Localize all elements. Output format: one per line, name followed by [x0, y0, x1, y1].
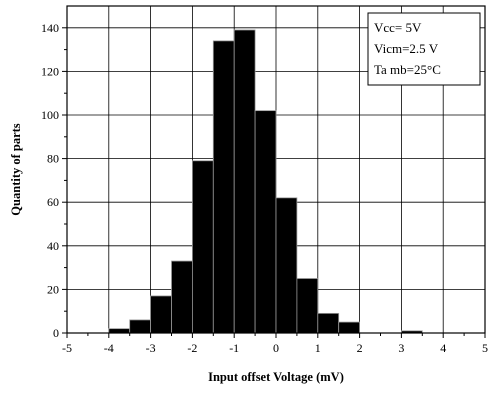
histogram-bar: [150, 295, 172, 334]
x-axis-title: Input offset Voltage (mV): [208, 370, 344, 384]
ticks: -5 -4 -3 -2 -1 0 1 2 3 4 5 0 20 40 60 80 100 120 140: [41, 21, 488, 355]
x-tick-label: 2: [357, 341, 363, 355]
x-tick-label: 4: [440, 341, 446, 355]
x-tick-label: -5: [62, 341, 72, 355]
histogram-bar: [191, 160, 214, 334]
x-tick-label: 5: [482, 341, 488, 355]
histogram-bar: [233, 29, 256, 334]
histogram-bar: [275, 197, 298, 334]
histogram-bar: [108, 328, 131, 334]
legend-line-1: Vcc= 5V: [374, 20, 422, 35]
histogram-bar: [254, 110, 277, 334]
histogram-bar: [296, 278, 319, 334]
x-tick-label: -2: [187, 341, 197, 355]
x-tick-label: 1: [315, 341, 321, 355]
histogram-bar: [317, 312, 340, 334]
y-tick-label: 80: [47, 152, 59, 166]
histogram-bar: [338, 321, 361, 334]
x-tick-label: -1: [229, 341, 239, 355]
y-tick-label: 40: [47, 239, 59, 253]
legend-line-3: Ta mb=25°C: [374, 62, 441, 77]
legend: Vcc= 5V Vicm=2.5 V Ta mb=25°C: [367, 12, 481, 86]
histogram-bar: [212, 40, 235, 334]
bars: [108, 29, 423, 334]
y-tick-label: 20: [47, 282, 59, 296]
y-tick-label: 0: [53, 326, 59, 340]
legend-frame: [367, 12, 481, 86]
legend-line-2: Vicm=2.5 V: [374, 41, 439, 56]
y-axis-title: Quantity of parts: [9, 123, 23, 216]
x-tick-label: -4: [104, 341, 114, 355]
y-tick-label: 100: [41, 108, 59, 122]
y-tick-label: 120: [41, 64, 59, 78]
x-tick-label: 3: [398, 341, 404, 355]
y-tick-label: 60: [47, 195, 59, 209]
x-tick-label: -3: [146, 341, 156, 355]
histogram-bar: [171, 260, 193, 334]
histogram-bar: [129, 319, 151, 334]
x-tick-label: 0: [273, 341, 279, 355]
y-tick-label: 140: [41, 21, 59, 35]
